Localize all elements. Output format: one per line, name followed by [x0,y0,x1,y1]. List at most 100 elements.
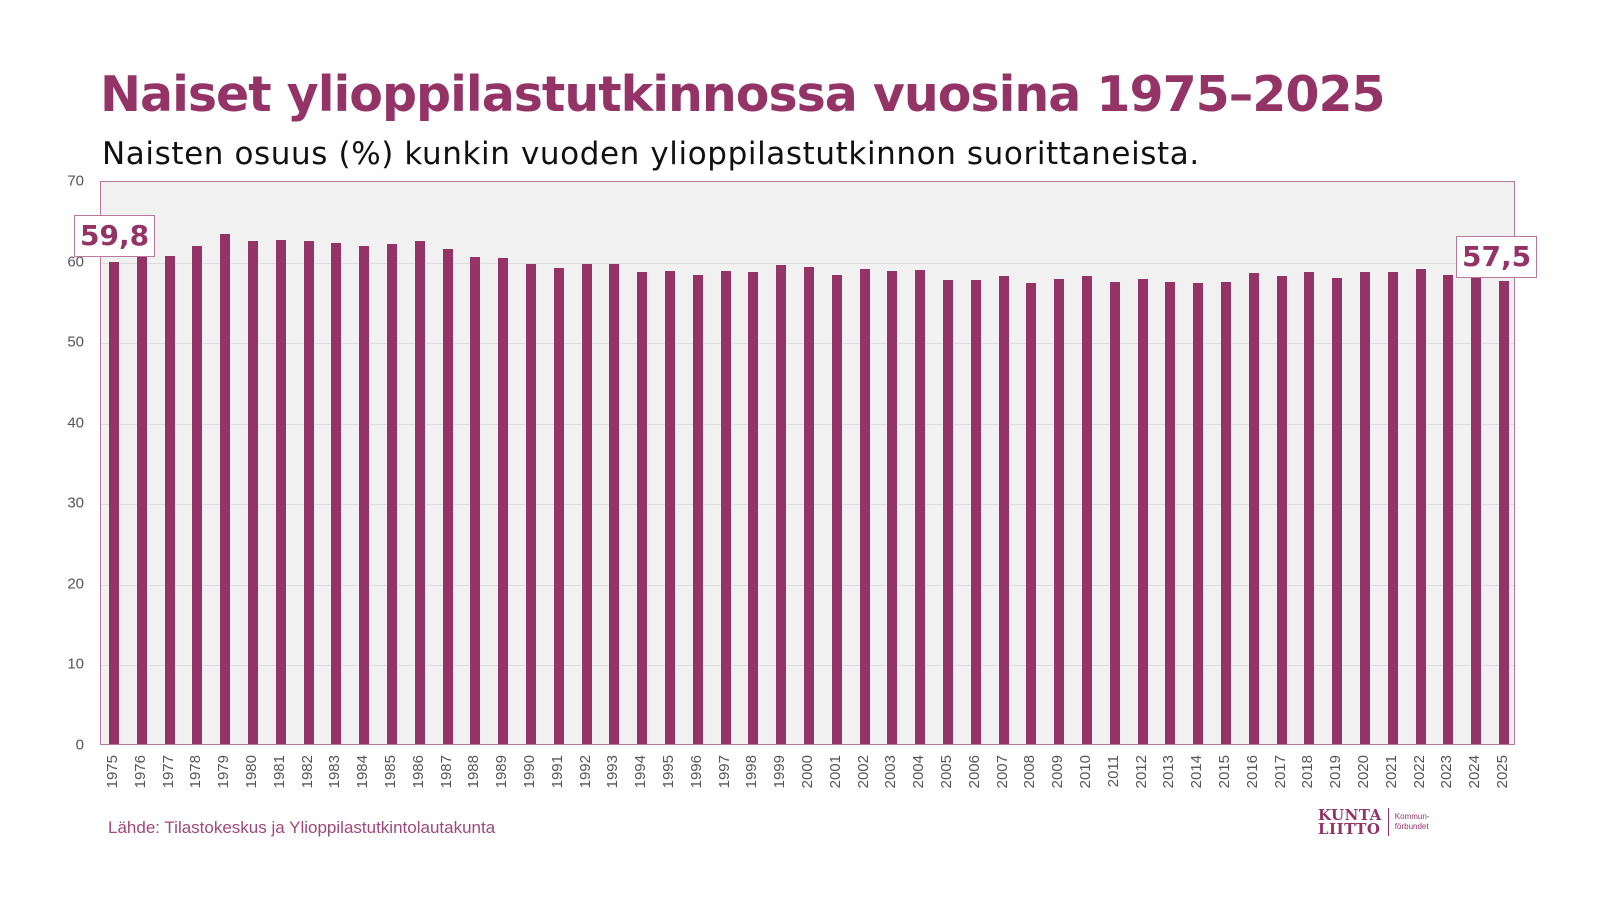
x-tick-label: 2022 [1410,755,1428,789]
bar-1991 [553,267,564,744]
bar-1983 [331,242,342,744]
bar-2006 [970,279,981,744]
bar-1988 [470,256,481,744]
x-tick-label: 1999 [771,755,789,789]
bar-1975 [109,262,119,744]
bar-2022 [1415,269,1426,744]
x-tick-label: 2002 [854,755,872,789]
bar-2015 [1221,281,1231,744]
logo-sub-1: Kommun- [1394,812,1430,821]
x-tick-label: 1982 [298,755,316,789]
bar-1977 [164,255,175,744]
bar-1993 [609,263,620,744]
bar-1979 [220,233,231,744]
bar-1989 [498,258,509,744]
x-tick-label: 2001 [826,755,844,789]
bar-2025 [1499,280,1509,744]
x-tick-label: 2018 [1299,755,1317,789]
x-tick-label: 1995 [660,755,677,789]
x-tick-label: 1979 [215,755,233,789]
bar-1995 [665,271,675,744]
logo-line-1: KUNTA [1318,806,1382,824]
bar-2019 [1332,277,1343,744]
x-tick-label: 2019 [1327,755,1345,789]
x-tick-label: 1996 [687,755,705,789]
x-tick-label: 1975 [104,755,121,789]
x-tick-label: 2006 [965,755,983,789]
bar-2016 [1248,273,1259,744]
y-tick-label: 0 [75,736,84,754]
bar-2023 [1443,275,1454,744]
bar-2002 [859,269,870,744]
x-tick-label: 1992 [576,755,594,789]
bar-1996 [692,275,703,744]
bar-2004 [915,270,926,744]
bar-1992 [581,263,592,744]
x-tick-label: 1987 [437,755,455,789]
x-tick-label: 2005 [938,755,955,789]
y-tick-label: 70 [67,172,84,190]
x-tick-label: 2017 [1271,755,1289,789]
bar-1990 [526,263,536,744]
bar-2010 [1082,275,1092,744]
kuntaliitto-logo: KUNTA LIITTO Kommun- förbundet [1318,806,1430,838]
chart-title: Naiset ylioppilastutkinnossa vuosina 197… [100,66,1386,123]
x-tick-label: 1976 [131,755,149,789]
bar-2014 [1193,283,1204,744]
bar-2001 [831,275,842,744]
plot-area [100,181,1515,745]
x-tick-label: 2016 [1243,755,1261,789]
x-tick-label: 2007 [993,755,1011,789]
callout-first-value: 59,8 [74,215,156,257]
x-tick-label: 1985 [382,755,399,789]
x-tick-label: 2020 [1355,755,1372,789]
y-tick-label: 50 [67,333,84,351]
bar-1998 [748,271,759,744]
logo-divider [1387,808,1389,836]
x-tick-label: 2010 [1077,755,1094,789]
x-tick-label: 1988 [465,755,483,789]
bar-1986 [414,241,425,744]
y-tick-label: 10 [67,655,84,673]
x-tick-label: 2015 [1216,755,1233,789]
bar-2008 [1026,283,1037,744]
bar-1976 [136,256,147,744]
x-tick-label: 1977 [159,755,177,789]
bar-2011 [1109,281,1120,744]
x-tick-label: 1980 [243,755,260,789]
x-tick-label: 1993 [604,755,622,789]
x-tick-label: 2013 [1160,755,1178,789]
x-tick-label: 2014 [1188,755,1206,789]
logo-sub-2: förbundet [1394,822,1429,831]
bar-1987 [442,249,453,744]
x-tick-label: 2025 [1494,755,1511,789]
bar-2021 [1387,271,1398,744]
bar-1984 [359,246,370,744]
x-tick-label: 2021 [1382,755,1400,789]
x-tick-label: 2000 [799,755,816,789]
bar-2007 [998,275,1009,744]
x-tick-label: 2003 [882,755,900,789]
x-tick-label: 1994 [632,755,650,789]
x-tick-label: 2011 [1104,755,1122,788]
bar-1999 [776,265,787,744]
x-tick-label: 2004 [910,755,928,789]
bar-1978 [192,246,203,744]
bar-2020 [1360,271,1370,744]
x-tick-label: 1981 [270,755,288,789]
x-tick-label: 1986 [409,755,427,789]
gridline [101,262,1514,264]
bar-1981 [275,239,286,744]
logo-line-2: LIITTO [1318,820,1381,838]
bar-1980 [248,241,258,744]
bar-2009 [1054,279,1065,744]
x-tick-label: 2012 [1132,755,1150,789]
x-tick-label: 2023 [1438,755,1456,789]
x-tick-label: 1978 [187,755,205,789]
logo-wordmark: KUNTA LIITTO [1318,806,1382,838]
bar-2013 [1165,281,1176,744]
bar-1982 [303,241,314,744]
bar-1997 [720,271,731,744]
y-tick-label: 20 [67,575,84,593]
y-tick-label: 40 [67,414,84,432]
